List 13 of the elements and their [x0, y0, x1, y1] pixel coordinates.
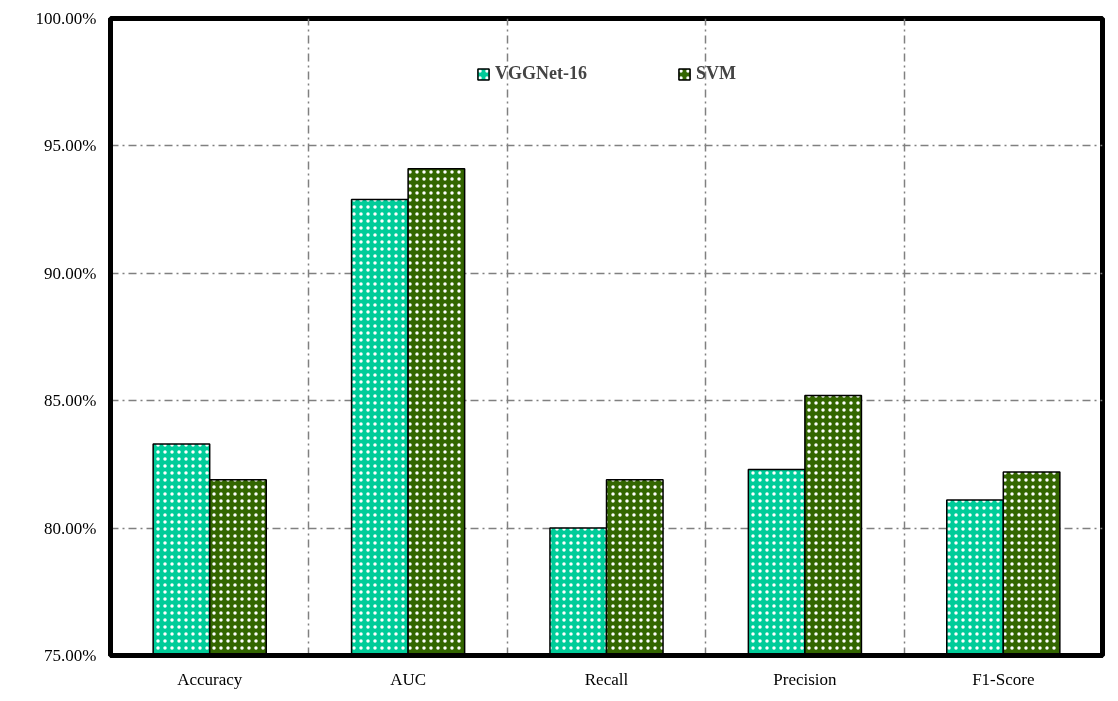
y-tick-label: 95.00% [44, 136, 97, 156]
y-tick-label: 75.00% [44, 646, 97, 665]
legend-label: VGGNet-16 [495, 63, 587, 84]
x-tick-label: Recall [584, 669, 629, 689]
x-tick-label: AUC [390, 669, 427, 689]
y-tick-label: 90.00% [44, 263, 97, 283]
y-tick-label: 85.00% [44, 391, 97, 411]
x-tick-label: Accuracy [177, 669, 243, 689]
y-tick-label: 100.00% [35, 9, 97, 28]
legend-label: SVM [695, 63, 736, 84]
y-tick-label: 80.00% [44, 518, 97, 538]
x-tick-label: F1-Score [972, 669, 1035, 689]
x-tick-label: Precision [773, 669, 838, 689]
